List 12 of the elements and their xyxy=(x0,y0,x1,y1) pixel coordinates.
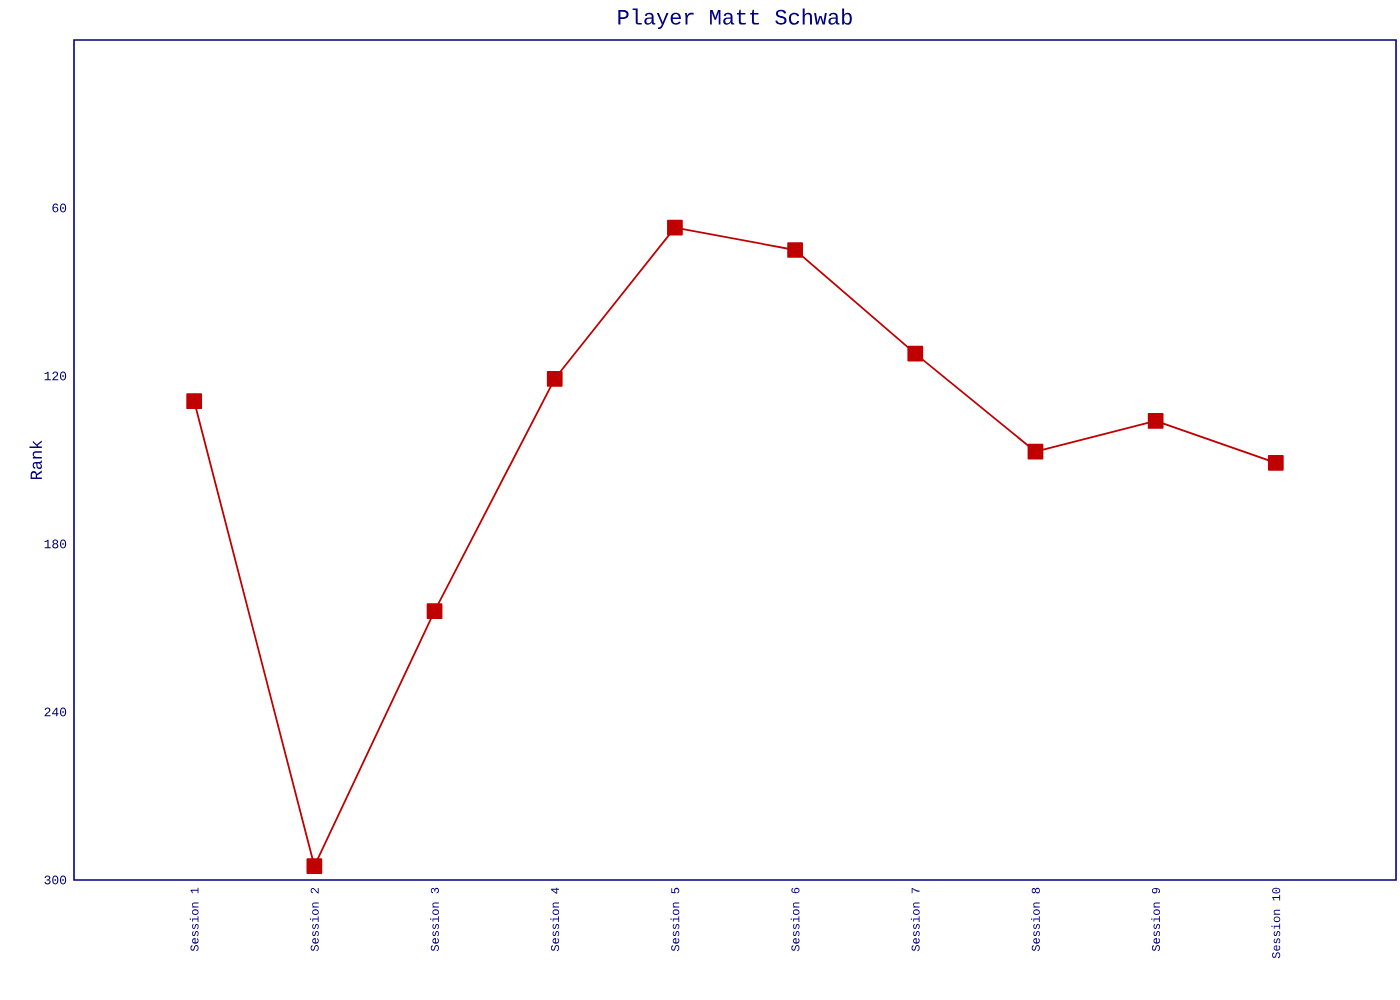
point xyxy=(306,858,323,874)
y-axis-title: Rank xyxy=(29,440,42,479)
point xyxy=(1267,454,1284,471)
point xyxy=(186,393,203,410)
chart-title: Player Matt Schwab xyxy=(618,8,852,29)
point xyxy=(1027,443,1044,460)
point xyxy=(667,219,683,236)
point xyxy=(787,242,803,258)
point xyxy=(1147,412,1164,429)
point xyxy=(426,603,443,620)
point xyxy=(546,370,563,387)
point xyxy=(907,345,924,362)
